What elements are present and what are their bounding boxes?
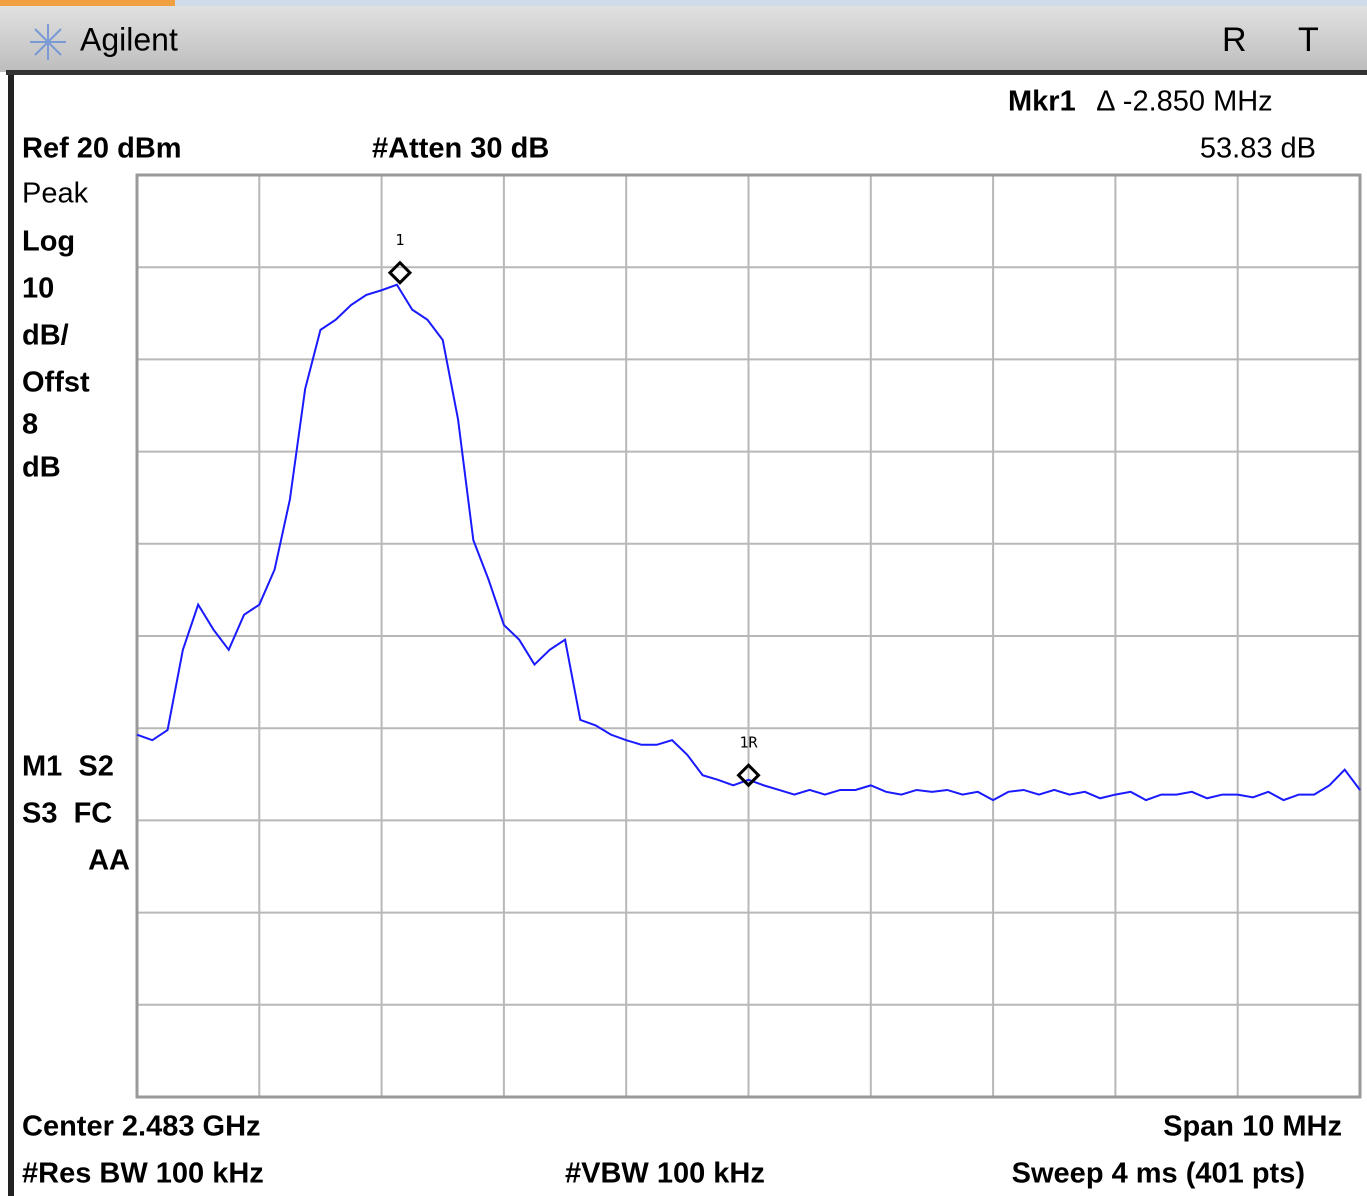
side-label: Log xyxy=(22,226,75,258)
tab-strip xyxy=(0,0,1367,6)
side-label: Peak xyxy=(22,178,89,210)
status-r: R xyxy=(1222,21,1247,59)
center-freq: Center 2.483 GHz xyxy=(22,1111,261,1143)
trace xyxy=(136,283,1361,802)
status-t: T xyxy=(1298,21,1319,59)
status-flag: M1 S2 xyxy=(22,751,114,783)
marker-delta-amp: 53.83 dB xyxy=(1200,133,1316,165)
active-tab xyxy=(0,0,175,6)
side-label: dB xyxy=(22,452,61,484)
marker-label: 1R xyxy=(739,734,758,752)
side-label: Offst xyxy=(22,367,90,399)
left-border xyxy=(8,75,14,1196)
plot-border xyxy=(135,173,1362,1099)
side-label: 10 xyxy=(22,273,54,305)
brand: Agilent xyxy=(80,21,178,57)
marker xyxy=(736,763,761,788)
ref-level: Ref 20 dBm xyxy=(22,133,182,165)
title-bar xyxy=(0,0,1367,72)
side-label: dB/ xyxy=(22,320,69,352)
marker-label: 1 xyxy=(395,231,404,249)
title-bar-border xyxy=(6,70,1367,75)
marker xyxy=(387,260,413,285)
attenuation: #Atten 30 dB xyxy=(372,133,549,165)
sweep: Sweep 4 ms (401 pts) xyxy=(1012,1158,1305,1190)
vbw: #VBW 100 kHz xyxy=(565,1158,765,1190)
marker-name: Mkr1 xyxy=(1008,86,1076,118)
logo xyxy=(30,24,66,60)
status-flag: S3 FC xyxy=(22,798,112,830)
status-flag: AA xyxy=(88,845,130,877)
marker-delta-freq: ∆ -2.850 MHz xyxy=(1097,86,1273,118)
span: Span 10 MHz xyxy=(1163,1111,1342,1143)
res-bw: #Res BW 100 kHz xyxy=(22,1158,264,1190)
side-label: 8 xyxy=(22,409,38,441)
